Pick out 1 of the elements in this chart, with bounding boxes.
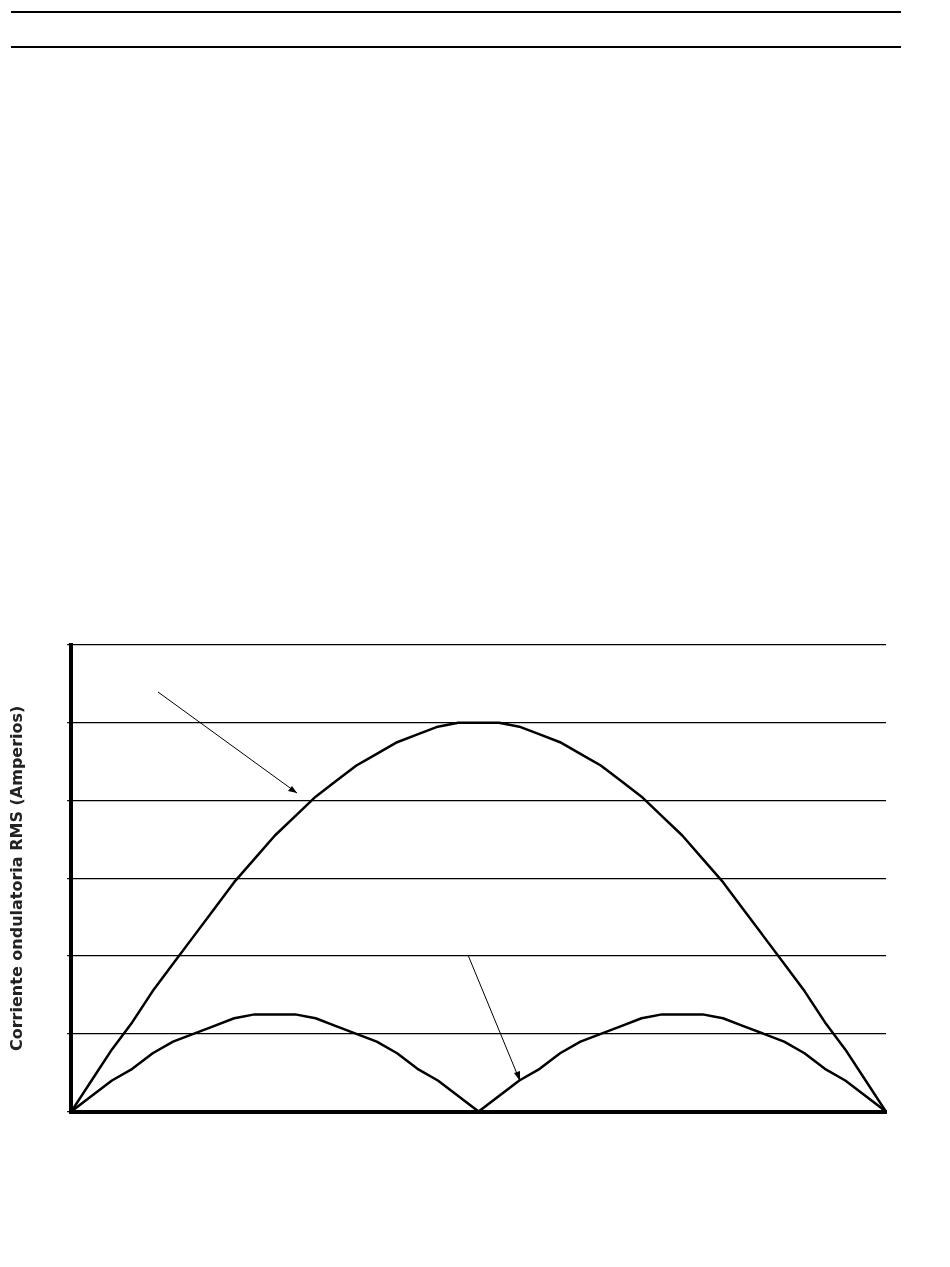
y-axis-title: Corriente ondulatoria RMS (Amperios) <box>6 705 26 1052</box>
